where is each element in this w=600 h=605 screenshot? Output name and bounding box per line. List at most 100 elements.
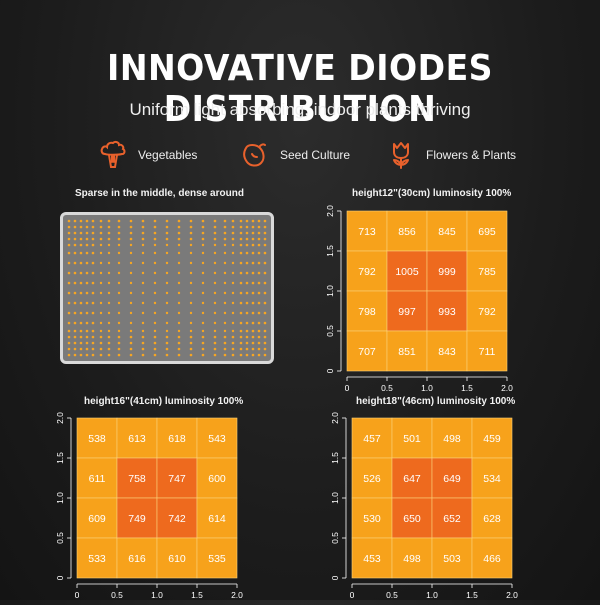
x-tick-label: 0.5 bbox=[381, 383, 393, 393]
led-dot bbox=[99, 219, 103, 223]
led-dot bbox=[85, 353, 89, 357]
led-dot bbox=[245, 251, 249, 255]
led-dot bbox=[79, 311, 83, 315]
led-dot bbox=[117, 243, 121, 247]
heatmap-value: 792 bbox=[478, 306, 496, 318]
page-subtitle: Uniform light absorbing, indoor plants t… bbox=[129, 100, 471, 119]
led-dot bbox=[153, 341, 157, 345]
heatmap-16in: 538 613 618 543 611 758 747 600 609 749 742 614 533 6… bbox=[55, 410, 275, 605]
led-dot bbox=[141, 281, 145, 285]
led-dot bbox=[141, 225, 145, 229]
led-dot bbox=[67, 261, 71, 265]
led-dot bbox=[201, 329, 205, 333]
led-dot bbox=[141, 321, 145, 325]
led-dot bbox=[91, 225, 95, 229]
led-dot bbox=[251, 219, 255, 223]
heatmap-cell bbox=[156, 537, 198, 579]
heatmap-value: 652 bbox=[443, 513, 461, 525]
led-dot bbox=[129, 231, 133, 235]
led-dot bbox=[223, 347, 227, 351]
heatmap-value: 543 bbox=[208, 433, 226, 445]
heatmap-value: 999 bbox=[438, 266, 456, 278]
led-dot bbox=[263, 243, 267, 247]
led-dot bbox=[141, 301, 145, 305]
led-dot bbox=[73, 347, 77, 351]
heatmap-cell bbox=[351, 417, 393, 459]
led-dot bbox=[257, 251, 261, 255]
led-dot bbox=[213, 237, 217, 241]
led-dot bbox=[165, 219, 169, 223]
led-dot bbox=[257, 341, 261, 345]
led-dot bbox=[263, 329, 267, 333]
led-dot bbox=[79, 329, 83, 333]
x-tick-label: 1.5 bbox=[466, 590, 478, 600]
led-dot bbox=[117, 251, 121, 255]
led-dot bbox=[165, 251, 169, 255]
feature-label: Flowers & Plants bbox=[426, 148, 517, 162]
led-dot bbox=[201, 225, 205, 229]
heatmap-cell bbox=[196, 457, 238, 499]
led-dot bbox=[201, 311, 205, 315]
heatmap-value: 503 bbox=[443, 553, 461, 565]
heatmap-title-12in: height12"(30cm) luminosity 100% bbox=[352, 188, 512, 199]
led-dot bbox=[165, 353, 169, 357]
led-dot bbox=[189, 301, 193, 305]
led-dot bbox=[223, 341, 227, 345]
led-dot bbox=[231, 251, 235, 255]
x-tick-label: 0 bbox=[75, 590, 80, 600]
led-dot bbox=[117, 271, 121, 275]
led-dot bbox=[239, 231, 243, 235]
led-dot bbox=[153, 219, 157, 223]
led-dot bbox=[117, 329, 121, 333]
heatmap-cell bbox=[116, 497, 158, 539]
heatmap-cell bbox=[431, 417, 473, 459]
heatmap-value: 628 bbox=[483, 513, 501, 525]
led-dot bbox=[251, 251, 255, 255]
heatmap-value: 649 bbox=[443, 473, 461, 485]
x-tick-label: 1.0 bbox=[421, 383, 433, 393]
x-tick-label: 0 bbox=[350, 590, 355, 600]
led-dot bbox=[257, 231, 261, 235]
led-dot bbox=[257, 347, 261, 351]
led-dot bbox=[73, 353, 77, 357]
heatmap-cell bbox=[466, 330, 508, 372]
led-dot bbox=[85, 301, 89, 305]
heatmap-value: 845 bbox=[438, 226, 456, 238]
heatmap-cell bbox=[466, 210, 508, 252]
led-dot bbox=[177, 335, 181, 339]
led-dot bbox=[245, 291, 249, 295]
y-tick-label: 0.5 bbox=[55, 532, 65, 544]
led-dot bbox=[189, 251, 193, 255]
heatmap-cell bbox=[471, 457, 513, 499]
heatmap-value: 843 bbox=[438, 346, 456, 358]
led-dot bbox=[99, 271, 103, 275]
led-dot bbox=[79, 341, 83, 345]
led-dot bbox=[79, 251, 83, 255]
led-dot bbox=[213, 301, 217, 305]
led-dot bbox=[129, 335, 133, 339]
led-dot bbox=[245, 231, 249, 235]
led-dot bbox=[73, 231, 77, 235]
led-dot bbox=[245, 353, 249, 357]
heatmap-cell bbox=[386, 290, 428, 332]
y-tick-label: 1.5 bbox=[330, 452, 340, 464]
led-dot bbox=[99, 341, 103, 345]
led-dot bbox=[67, 243, 71, 247]
led-dot bbox=[165, 321, 169, 325]
heatmap-cell bbox=[351, 457, 393, 499]
led-dot bbox=[231, 281, 235, 285]
led-dot bbox=[79, 225, 83, 229]
heatmap-value: 851 bbox=[398, 346, 416, 358]
led-dot bbox=[117, 335, 121, 339]
led-dot bbox=[79, 347, 83, 351]
led-dot bbox=[99, 311, 103, 315]
led-dot bbox=[177, 353, 181, 357]
heatmap-cell bbox=[391, 457, 433, 499]
heatmap-chart: 457 501 498 459 526 647 649 534 530 650 652 628 453 4… bbox=[330, 412, 518, 600]
led-dot bbox=[257, 271, 261, 275]
led-dot bbox=[165, 261, 169, 265]
led-dot bbox=[223, 225, 227, 229]
led-dot bbox=[165, 237, 169, 241]
led-dot bbox=[245, 281, 249, 285]
heatmap-value: 613 bbox=[128, 433, 146, 445]
